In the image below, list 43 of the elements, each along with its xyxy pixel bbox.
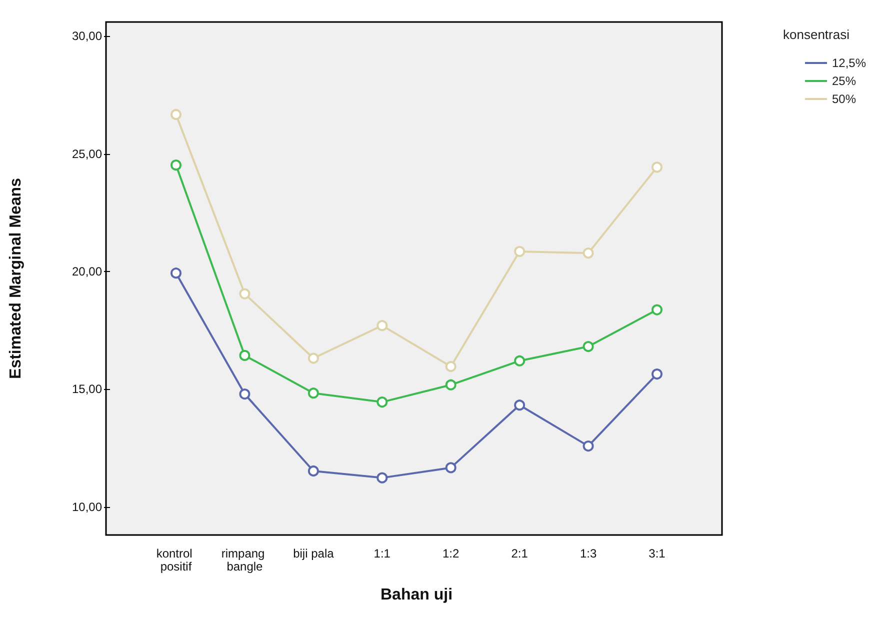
point [445, 361, 456, 372]
point [582, 248, 594, 259]
point [652, 162, 662, 173]
point [445, 379, 456, 390]
legend-label: 50% [832, 92, 856, 106]
point [308, 388, 319, 399]
point [376, 320, 388, 332]
y-axis-title: Estimated Marginal Means [8, 178, 24, 379]
x-tick-label: 1:1 [374, 546, 391, 560]
point [514, 246, 526, 257]
y-tick-label: 25,00 [72, 146, 102, 161]
point [514, 355, 526, 366]
x-tick-label: 1:2 [442, 546, 460, 560]
point [170, 108, 182, 120]
y-tick-label: 20,00 [72, 264, 102, 278]
point [308, 465, 319, 476]
legend-label: 12,5% [832, 56, 866, 70]
point [652, 368, 662, 380]
point [170, 160, 182, 171]
x-tick-label: kontrol positif [156, 546, 196, 574]
x-axis-title: Bahan uji [380, 586, 453, 604]
x-tick-label: 3:1 [648, 546, 666, 560]
point [582, 440, 594, 452]
point [170, 268, 182, 279]
y-tick-label: 10,00 [72, 500, 102, 514]
x-tick-label: biji pala [293, 546, 334, 560]
point [376, 396, 388, 408]
point [376, 472, 388, 484]
point [652, 304, 662, 316]
x-tick-label: 1:3 [580, 546, 597, 560]
point [514, 400, 526, 411]
x-tick-label: rimpang bangle [221, 546, 268, 574]
legend-label: 25% [832, 74, 856, 88]
point [582, 341, 594, 352]
y-tick-label: 30,00 [72, 29, 102, 44]
y-tick-label: 15,00 [72, 382, 102, 396]
point [239, 388, 250, 400]
x-tick-label: 2:1 [511, 546, 528, 560]
legend-title: konsentrasi [783, 27, 850, 42]
point [239, 350, 250, 361]
point [308, 352, 319, 364]
point [445, 462, 456, 474]
point [239, 288, 250, 300]
